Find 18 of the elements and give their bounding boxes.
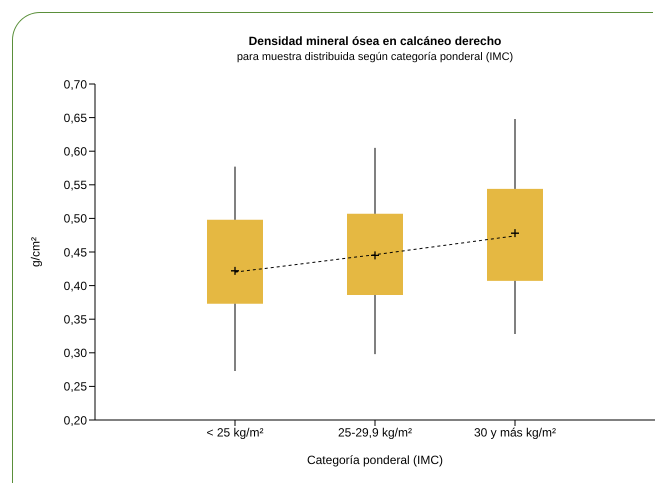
y-tick-label: 0,35	[64, 312, 88, 326]
y-tick-label: 0,50	[64, 212, 88, 226]
y-tick-label: 0,30	[64, 346, 88, 360]
x-axis-title: Categoría ponderal (IMC)	[306, 453, 444, 467]
y-axis-title: g/cm²	[28, 236, 42, 267]
x-tick-label: < 25 kg/m²	[206, 426, 264, 440]
x-tick-label: 30 y más kg/m²	[474, 426, 556, 440]
y-tick-label: 0,40	[64, 278, 88, 293]
y-tick-label: 0,20	[64, 413, 88, 428]
y-tick-label: 0,60	[64, 144, 88, 158]
chart-title: Densidad mineral ósea en calcáneo derecho	[248, 34, 502, 48]
y-tick-label: 0,70	[64, 77, 88, 92]
y-tick-label: 0,45	[64, 245, 88, 260]
y-tick-label: 0,25	[64, 380, 88, 394]
y-tick-label: 0,55	[64, 178, 88, 192]
chart-subtitle: para muestra distribuida según categoría ponderal (IMC)	[236, 51, 514, 63]
y-tick-label: 0,65	[64, 110, 88, 125]
x-tick-label: 25-29,9 kg/m²	[338, 426, 412, 440]
